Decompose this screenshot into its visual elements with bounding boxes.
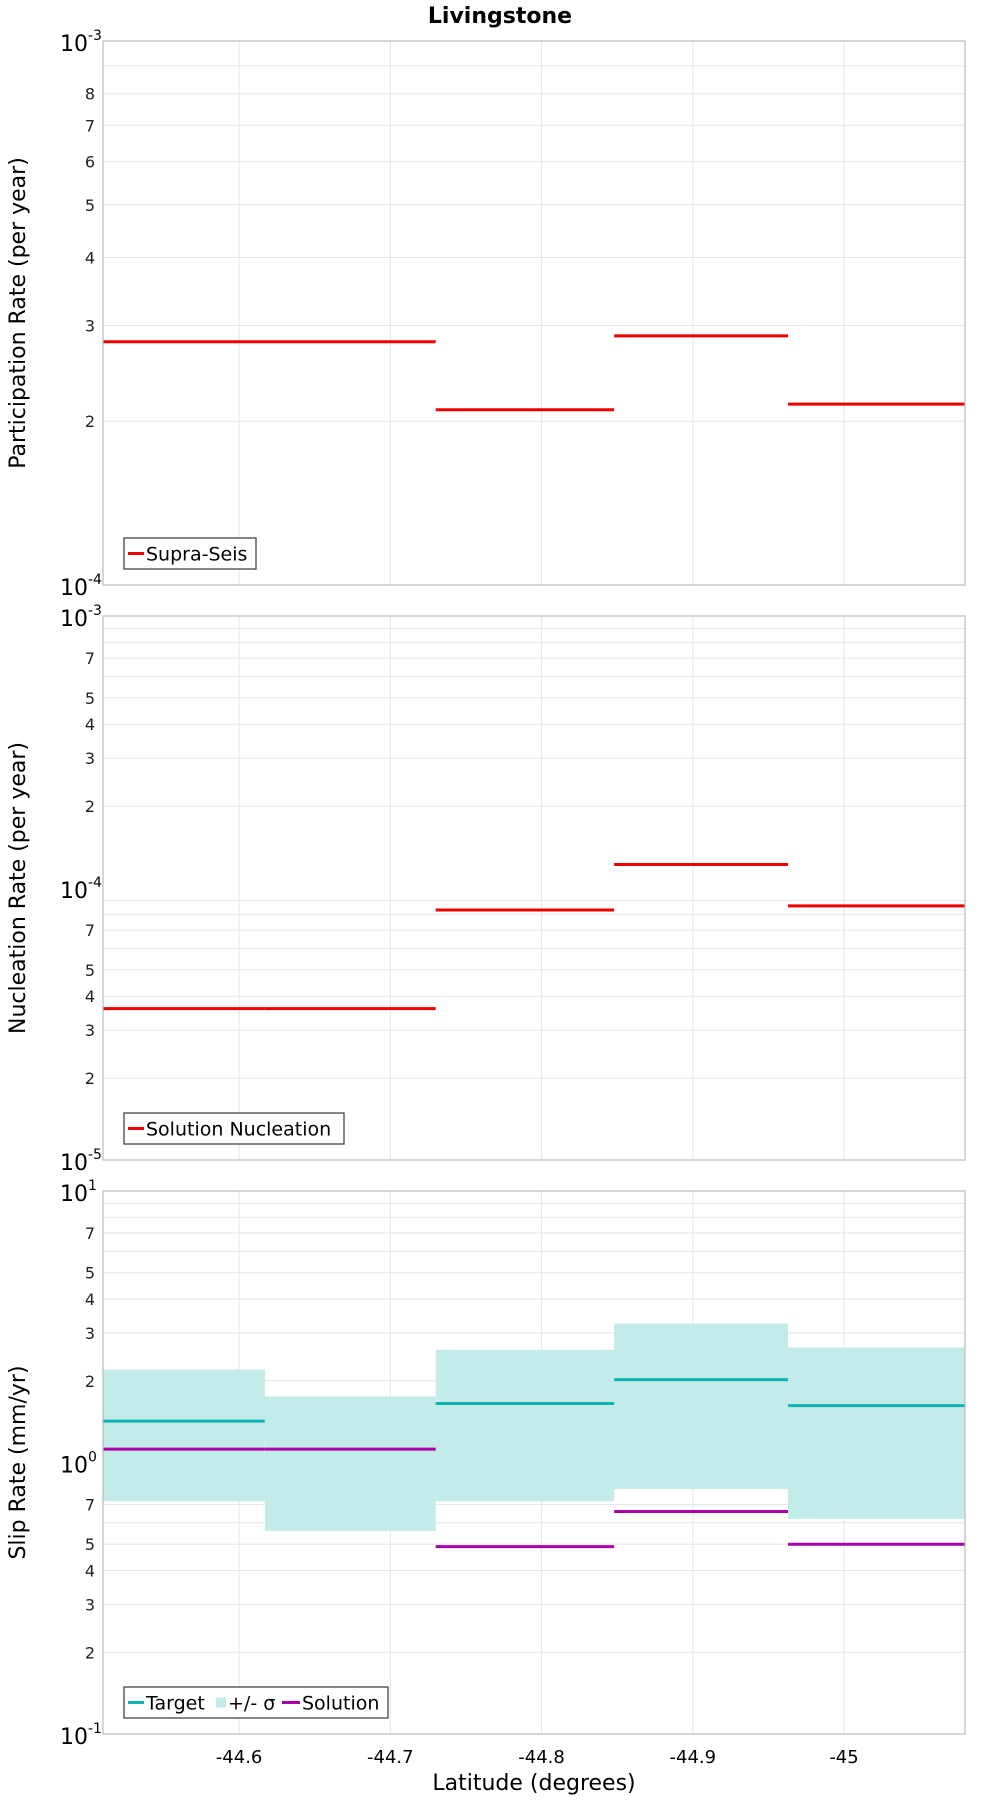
- x-tick-label: -44.6: [216, 1747, 263, 1768]
- x-tick-label: -44.8: [518, 1747, 565, 1768]
- legend-sigma-label: +/- σ: [228, 1693, 275, 1715]
- y-tick-exponent: -5: [88, 1147, 102, 1163]
- y-tick-label: 4: [85, 1290, 95, 1309]
- y-tick-major-label: 10: [60, 1151, 88, 1176]
- y-tick-major-label: 10: [60, 1725, 88, 1750]
- y-tick-label: 5: [85, 689, 95, 708]
- x-tick-label: -44.9: [670, 1747, 717, 1768]
- y-axis-label: Participation Rate (per year): [6, 157, 31, 469]
- y-tick-exponent: -4: [88, 572, 102, 588]
- y-tick-label: 4: [85, 987, 95, 1006]
- y-tick-label: 2: [85, 1643, 95, 1662]
- y-tick-major-label: 10: [60, 576, 88, 601]
- y-tick-label: 4: [85, 1562, 95, 1581]
- y-tick-label: 2: [85, 412, 95, 431]
- plot-frame: [102, 40, 966, 586]
- sigma-band-rect: [788, 1347, 965, 1519]
- x-axis-label: Latitude (degrees): [432, 1771, 635, 1796]
- y-tick-label: 6: [85, 153, 95, 172]
- y-tick-label: 5: [85, 196, 95, 215]
- y-tick-label: 7: [85, 649, 95, 668]
- y-tick-label: 3: [85, 749, 95, 768]
- y-tick-label: 7: [85, 1496, 95, 1515]
- y-tick-major-label: 10: [60, 1454, 88, 1479]
- y-tick-label: 5: [85, 1264, 95, 1283]
- y-tick-label: 2: [85, 1069, 95, 1088]
- sigma-band-rect: [264, 1396, 436, 1531]
- legend-box: [123, 1112, 345, 1145]
- y-tick-label: 7: [85, 116, 95, 135]
- y-tick-exponent: 0: [88, 1450, 97, 1466]
- y-tick-exponent: -3: [88, 28, 102, 44]
- legend-box: [123, 537, 257, 570]
- y-tick-label: 7: [85, 921, 95, 940]
- legend-label: Solution Nucleation: [146, 1119, 331, 1141]
- y-tick-major-label: 10: [60, 32, 88, 57]
- y-tick-label: 3: [85, 1324, 95, 1343]
- legend-sigma-swatch: [216, 1697, 226, 1708]
- y-axis-label: Nucleation Rate (per year): [6, 742, 31, 1034]
- legend-box: [123, 1686, 389, 1719]
- y-tick-label: 4: [85, 248, 95, 267]
- y-tick-major-label: 10: [60, 607, 88, 632]
- legend-solution-label: Solution: [302, 1693, 379, 1715]
- y-tick-major-label: 10: [60, 1182, 88, 1207]
- legend-label: Supra-Seis: [146, 544, 247, 566]
- y-tick-label: 5: [85, 1535, 95, 1554]
- y-tick-label: 8: [85, 85, 95, 104]
- y-tick-exponent: -3: [88, 603, 102, 619]
- y-tick-label: 3: [85, 1595, 95, 1614]
- plot-frame: [102, 615, 966, 1161]
- y-tick-label: 2: [85, 1372, 95, 1391]
- x-tick-label: -45: [829, 1747, 858, 1768]
- sigma-band-rect: [435, 1349, 615, 1502]
- y-tick-major-label: 10: [60, 879, 88, 904]
- sigma-band-rect: [103, 1369, 265, 1502]
- legend-target-label: Target: [145, 1693, 205, 1715]
- y-tick-label: 4: [85, 715, 95, 734]
- sigma-band-rect: [614, 1323, 789, 1489]
- y-tick-exponent: 1: [88, 1178, 97, 1194]
- y-tick-exponent: -1: [88, 1721, 102, 1737]
- chart-title: Livingstone: [428, 4, 572, 29]
- plot-frame: [102, 1190, 966, 1735]
- x-tick-label: -44.7: [367, 1747, 414, 1768]
- y-tick-label: 3: [85, 316, 95, 335]
- y-tick-label: 7: [85, 1224, 95, 1243]
- y-tick-label: 2: [85, 797, 95, 816]
- y-tick-label: 5: [85, 961, 95, 980]
- y-tick-label: 3: [85, 1021, 95, 1040]
- y-tick-exponent: -4: [88, 875, 102, 891]
- y-axis-label: Slip Rate (mm/yr): [6, 1365, 31, 1559]
